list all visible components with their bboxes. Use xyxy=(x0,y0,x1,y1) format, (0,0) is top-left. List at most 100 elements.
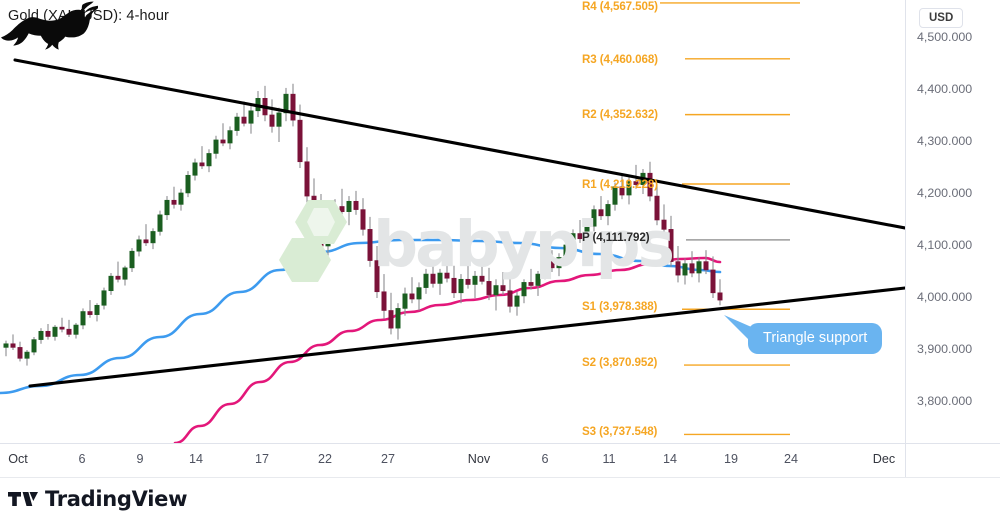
triangle-support-callout: Triangle support xyxy=(748,323,883,354)
price-tick: 4,200.000 xyxy=(917,186,973,200)
candle-body xyxy=(458,278,464,294)
candle-body xyxy=(542,261,548,275)
candle-body xyxy=(297,119,303,163)
candle-body xyxy=(479,275,485,282)
candle-body xyxy=(353,200,359,210)
candle-body xyxy=(612,186,618,205)
candle-body xyxy=(108,275,114,292)
time-tick: Oct xyxy=(8,452,28,466)
candle-body xyxy=(577,233,583,240)
candle-body xyxy=(500,285,506,292)
time-tick: 17 xyxy=(254,452,270,466)
time-tick: Dec xyxy=(872,452,896,466)
candle-body xyxy=(101,290,107,306)
time-tick: 14 xyxy=(188,452,204,466)
time-tick: 22 xyxy=(317,452,333,466)
time-tick: 14 xyxy=(662,452,678,466)
candle-body xyxy=(143,239,149,244)
time-tick: 19 xyxy=(723,452,739,466)
pivot-label-s3: S3 (3,737.548) xyxy=(582,425,658,438)
candle-body xyxy=(192,162,198,176)
candle-body xyxy=(563,244,569,258)
time-tick: 6 xyxy=(78,452,86,466)
pivot-label-r3: R3 (4,460.068) xyxy=(582,53,658,66)
candle-body xyxy=(717,292,723,301)
candle-body xyxy=(24,351,30,359)
candle-body xyxy=(185,174,191,194)
candle-body xyxy=(598,209,604,217)
candle-body xyxy=(521,282,527,297)
time-axis[interactable]: Oct 6 9 14 17 22 27 Nov 6 11 14 19 24 Dec xyxy=(0,443,905,477)
chart-canvas xyxy=(0,2,905,443)
candle-body xyxy=(654,195,660,221)
candle-body xyxy=(17,347,23,359)
candle-body xyxy=(528,282,534,286)
candle-body xyxy=(451,277,457,294)
candle-body xyxy=(619,186,625,196)
candle-body xyxy=(206,153,212,167)
candle-body xyxy=(535,273,541,286)
axis-corner xyxy=(905,443,1000,477)
candle-body xyxy=(150,231,156,244)
ma-slow-line xyxy=(0,238,722,395)
price-tick: 3,800.000 xyxy=(917,394,973,408)
tradingview-logo[interactable]: TradingView xyxy=(8,487,187,511)
candle-body xyxy=(402,293,408,309)
candle-body xyxy=(45,330,51,337)
candle-body xyxy=(584,225,590,240)
pivot-label-s1: S1 (3,978.388) xyxy=(582,300,658,313)
candle-body xyxy=(59,326,65,330)
candle-body xyxy=(416,287,422,300)
ascending-trendline xyxy=(28,286,905,388)
candle-body xyxy=(241,116,247,124)
candle-body xyxy=(283,93,289,114)
candle-body xyxy=(374,260,380,293)
candle-body xyxy=(381,291,387,311)
candle-body xyxy=(360,209,366,230)
candle-body xyxy=(318,210,324,247)
time-tick: 11 xyxy=(602,452,616,466)
candle-body xyxy=(703,261,709,271)
candle-body xyxy=(605,204,611,217)
chart-plot-area[interactable]: babypips xyxy=(0,0,905,443)
candle-body xyxy=(339,206,345,212)
ma-fast-line xyxy=(173,256,722,443)
candle-body xyxy=(430,273,436,284)
price-tick: 4,300.000 xyxy=(917,134,973,148)
candle-body xyxy=(269,114,275,127)
candle-body xyxy=(367,229,373,261)
candle-body xyxy=(696,261,702,274)
candle-body xyxy=(675,261,681,276)
pivot-label-p: P (4,111.792) xyxy=(582,231,650,244)
candle-body xyxy=(52,326,58,337)
price-axis[interactable]: USD 4,500.000 4,400.000 4,300.000 4,200.000… xyxy=(905,0,1000,443)
candle-body xyxy=(227,130,233,144)
candle-body xyxy=(213,139,219,154)
candle-body xyxy=(661,219,667,230)
time-tick: 9 xyxy=(136,452,144,466)
currency-badge: USD xyxy=(919,8,964,28)
candle-body xyxy=(234,116,240,131)
candle-body xyxy=(409,293,415,300)
descending-trendline xyxy=(13,58,905,230)
candle-body xyxy=(465,278,471,285)
candle-body xyxy=(493,285,499,296)
candle-body xyxy=(10,343,16,348)
candle-body xyxy=(514,295,520,307)
candle-body xyxy=(633,181,639,185)
candle-body xyxy=(157,214,163,232)
candle-body xyxy=(591,209,597,227)
time-tick: 6 xyxy=(541,452,549,466)
candle-body xyxy=(38,330,44,340)
price-tick: 4,000.000 xyxy=(917,290,973,304)
pivot-label-r2: R2 (4,352.632) xyxy=(582,108,658,121)
candle-body xyxy=(486,281,492,296)
candle-body xyxy=(129,250,135,269)
candle-body xyxy=(549,261,555,269)
candle-body xyxy=(115,275,121,280)
candle-body xyxy=(171,199,177,205)
candle-body xyxy=(332,206,338,223)
candle-body xyxy=(388,310,394,329)
candle-body xyxy=(66,328,72,335)
candle-body xyxy=(682,263,688,276)
